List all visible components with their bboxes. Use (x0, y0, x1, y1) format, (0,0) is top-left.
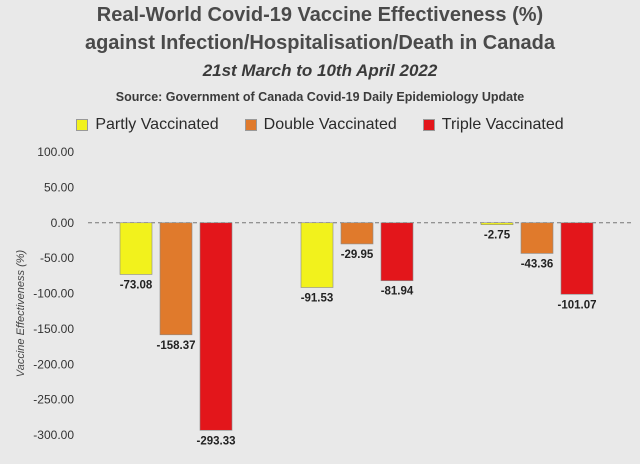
chart-source: Source: Government of Canada Covid-19 Da… (115, 90, 525, 104)
data-label: -101.07 (557, 299, 596, 311)
legend-swatch-double (244, 119, 257, 131)
data-label: -73.08 (120, 279, 153, 291)
legend-item-double: Double Vaccinated (244, 116, 397, 134)
bar (300, 222, 334, 288)
data-label: -158.37 (156, 340, 195, 352)
legend-swatch-partly (76, 119, 89, 131)
data-label: -293.33 (196, 435, 235, 447)
legend-label-partly: Partly Vaccinated (95, 116, 219, 133)
data-label: -81.94 (381, 286, 414, 298)
chart-title-line2: against Infection/Hospitalisation/Death … (84, 32, 556, 54)
bar (159, 222, 193, 336)
y-tick-label: -200.00 (33, 357, 74, 371)
bar (560, 222, 594, 295)
y-axis-label: Vaccine Effectiveness (%) (15, 249, 27, 377)
legend-label-double: Double Vaccinated (263, 116, 397, 133)
data-label: -43.36 (521, 258, 554, 270)
legend-item-triple: Triple Vaccinated (422, 116, 564, 134)
y-tick-label: -100.00 (33, 287, 74, 301)
chart-title: Real-World Covid-19 Vaccine Effectivenes… (96, 4, 544, 26)
y-tick-label: 0.00 (51, 216, 75, 230)
legend-swatch-triple (422, 119, 435, 131)
bar (520, 222, 554, 254)
y-tick-label: 50.00 (44, 180, 74, 194)
y-tick-label: -300.00 (33, 428, 74, 442)
bar (119, 222, 153, 275)
y-tick-label: -250.00 (33, 393, 74, 407)
data-label: -91.53 (301, 293, 334, 305)
bar (480, 222, 514, 225)
legend-label-triple: Triple Vaccinated (441, 116, 564, 133)
legend: Partly Vaccinated Double Vaccinated Trip… (0, 116, 640, 134)
legend-item-partly: Partly Vaccinated (76, 116, 219, 134)
bar (340, 222, 374, 245)
data-label: -29.95 (341, 249, 374, 261)
bar (380, 222, 414, 282)
y-tick-label: 100.00 (37, 145, 74, 159)
bar (199, 222, 233, 431)
data-label: -2.75 (484, 230, 511, 242)
y-tick-label: -50.00 (40, 251, 74, 265)
y-tick-label: -150.00 (33, 322, 74, 336)
chart-subtitle: 21st March to 10th April 2022 (202, 61, 438, 80)
